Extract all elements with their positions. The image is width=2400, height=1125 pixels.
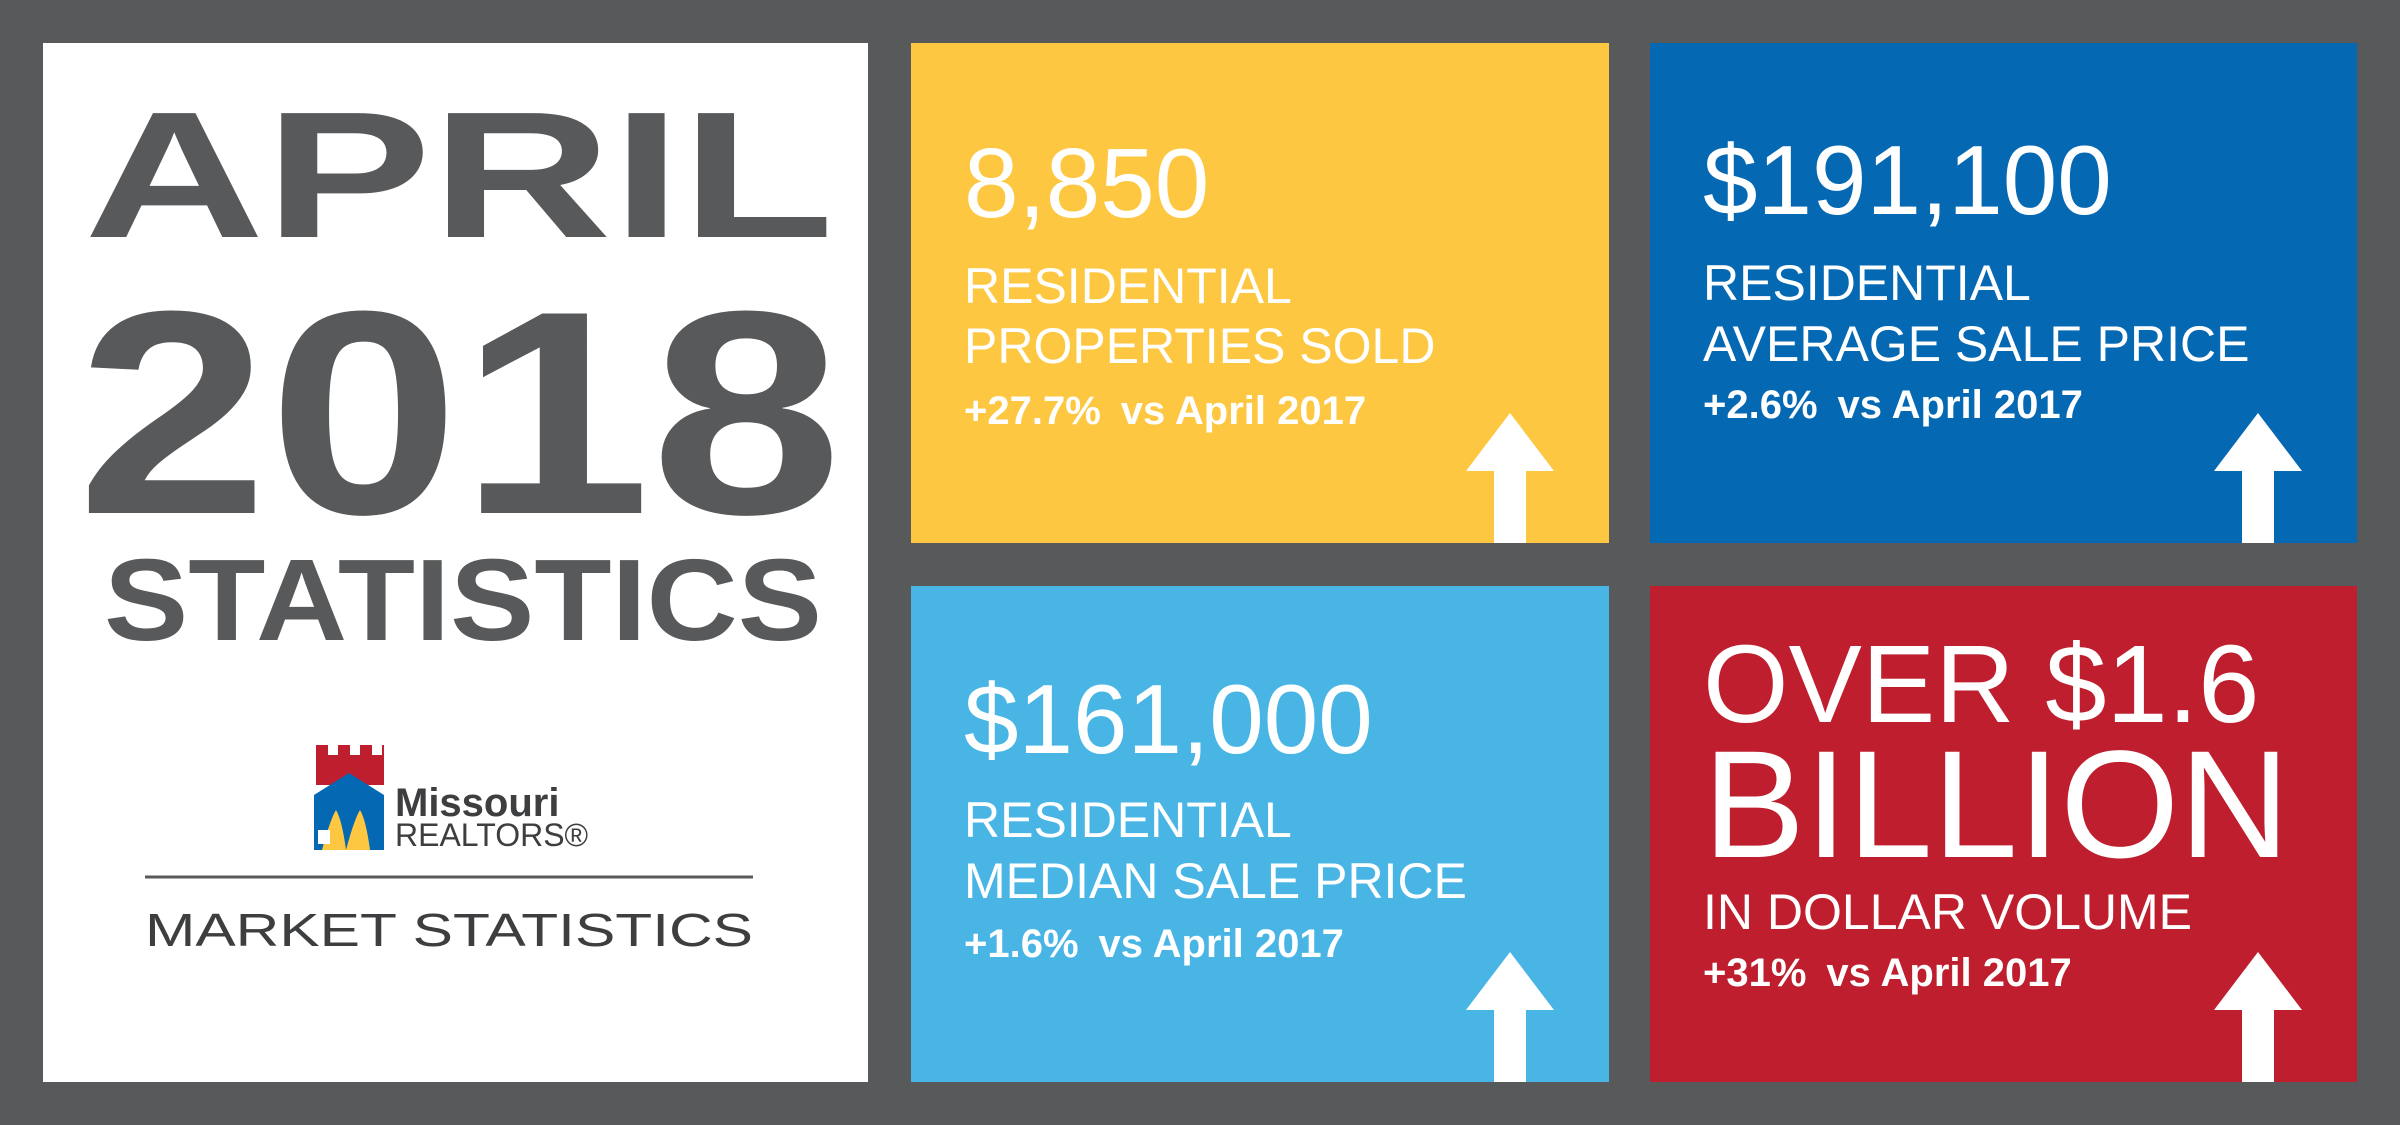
stat-label: AVERAGE SALE PRICE — [1703, 316, 2249, 372]
stat-label: PROPERTIES SOLD — [964, 318, 1435, 374]
title-month: APRIL — [84, 75, 834, 276]
up-arrow — [1466, 413, 1554, 543]
logo-tagline: MARKET STATISTICS — [145, 904, 753, 956]
up-arrow — [1466, 952, 1554, 1082]
stat-change: +1.6% — [964, 922, 1079, 966]
up-arrow — [2214, 952, 2302, 1082]
logo-icon — [314, 745, 384, 850]
stat-label: RESIDENTIAL — [964, 258, 1292, 314]
stat-comparison: vs April 2017 — [1099, 922, 1344, 966]
title-year: 2018 — [77, 251, 842, 575]
stat-value: OVER $1.6 — [1703, 623, 2259, 746]
stat-label: IN DOLLAR VOLUME — [1703, 884, 2192, 940]
stat-value: $191,100 — [1703, 125, 2112, 235]
title-word: STATISTICS — [104, 535, 822, 665]
stat-value: 8,850 — [964, 128, 1209, 238]
logo-sub: REALTORS® — [395, 817, 589, 853]
stat-label: RESIDENTIAL — [964, 792, 1292, 848]
stat-comparison: vs April 2017 — [1838, 383, 2083, 427]
up-arrow — [2214, 413, 2302, 543]
stat-value: BILLION — [1703, 719, 2290, 890]
stat-comparison: vs April 2017 — [1826, 951, 2071, 995]
stat-label: MEDIAN SALE PRICE — [964, 853, 1467, 909]
stat-change: +31% — [1703, 951, 1806, 995]
stat-comparison: vs April 2017 — [1121, 389, 1366, 433]
stat-label: RESIDENTIAL — [1703, 255, 2031, 311]
stat-value: $161,000 — [964, 664, 1373, 774]
stat-change: +27.7% — [964, 389, 1101, 433]
logo-name: Missouri — [395, 781, 559, 825]
stat-change: +2.6% — [1703, 383, 1818, 427]
title-panel — [43, 43, 868, 1082]
